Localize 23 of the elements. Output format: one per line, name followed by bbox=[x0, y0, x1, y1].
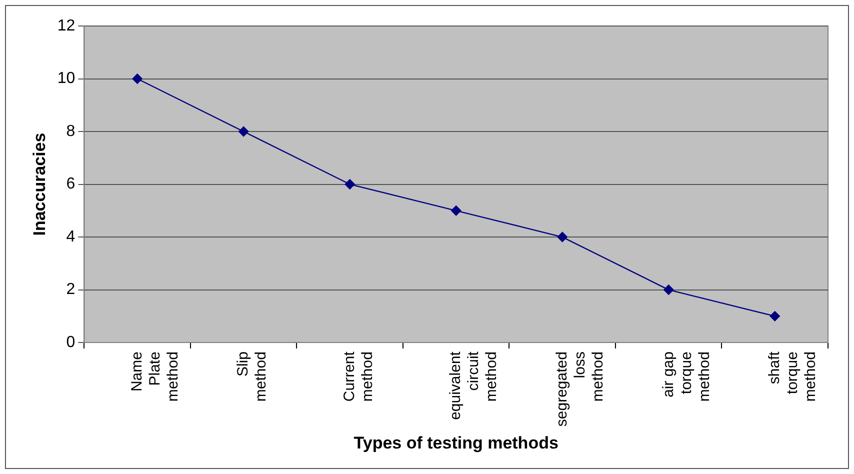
x-tick-label: equivalent circuit method bbox=[447, 350, 500, 420]
y-tick-label: 10 bbox=[57, 70, 76, 88]
point bbox=[557, 232, 568, 242]
point bbox=[344, 179, 355, 190]
x-tick-label: Name Plate method bbox=[128, 352, 182, 402]
x-axis-title: Types of testing methods bbox=[354, 433, 558, 452]
point bbox=[132, 74, 142, 84]
y-axis-title: Inaccuracies bbox=[30, 132, 49, 236]
point bbox=[664, 284, 674, 295]
y-tick-label: 0 bbox=[66, 334, 76, 351]
x-tick-label: Slip method bbox=[234, 352, 270, 402]
x-tick-label: Current method bbox=[340, 350, 376, 402]
x-tick-label: shaft torque method bbox=[766, 350, 820, 402]
y-tick-label: 8 bbox=[66, 122, 76, 140]
x-tick-label: air gap torque method bbox=[660, 352, 713, 402]
y-tick-label: 12 bbox=[57, 17, 76, 34]
x-tick-label: segregated loss method bbox=[553, 352, 606, 427]
y-tick-label: 6 bbox=[66, 176, 76, 193]
point bbox=[238, 126, 249, 137]
point bbox=[451, 206, 462, 216]
point bbox=[770, 311, 780, 322]
y-tick-label: 4 bbox=[66, 228, 76, 246]
y-tick-label: 2 bbox=[66, 281, 76, 298]
